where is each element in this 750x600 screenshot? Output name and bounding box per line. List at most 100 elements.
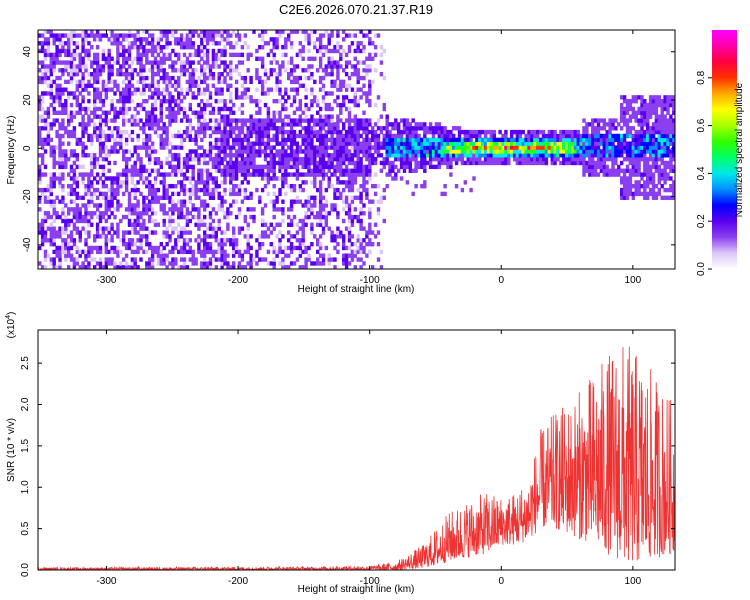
heatmap-cell	[301, 83, 305, 88]
heatmap-cell	[307, 195, 311, 200]
heatmap-cell	[289, 56, 294, 61]
heatmap-cell	[373, 137, 378, 143]
heatmap-cell	[240, 153, 245, 158]
heatmap-cell	[171, 172, 175, 177]
heatmap-cell	[266, 249, 271, 255]
heatmap-cell	[38, 176, 42, 181]
heatmap-cell	[133, 114, 137, 119]
heatmap-cell	[162, 30, 166, 34]
heatmap-cell	[153, 48, 158, 54]
heatmap-cell	[90, 160, 94, 166]
heatmap-cell	[93, 133, 97, 139]
heatmap-cell	[368, 129, 372, 135]
heatmap-cell	[382, 160, 386, 166]
heatmap-cell	[324, 145, 328, 150]
heatmap-cell	[625, 157, 630, 162]
heatmap-cell	[553, 160, 557, 166]
heatmap-cell	[353, 265, 357, 269]
heatmap-cell	[69, 168, 74, 173]
heatmap-cell	[185, 176, 190, 181]
heatmap-cell	[324, 218, 328, 224]
heatmap-cell	[263, 257, 268, 262]
heatmap-cell	[217, 184, 221, 189]
heatmap-cell	[130, 137, 135, 143]
heatmap-cell	[165, 52, 169, 58]
heatmap-cell	[307, 118, 311, 123]
heatmap-cell	[538, 149, 543, 154]
heatmap-cell	[46, 37, 51, 42]
heatmap-cell	[365, 33, 369, 38]
heatmap-cell	[388, 172, 392, 177]
heatmap-cell	[61, 164, 65, 170]
heatmap-cell	[124, 149, 129, 154]
heatmap-cell	[411, 126, 415, 131]
heatmap-cell	[637, 157, 641, 162]
heatmap-cell	[646, 106, 650, 112]
heatmap-cell	[67, 79, 71, 85]
heatmap-cell	[136, 218, 140, 224]
heatmap-cell	[205, 261, 210, 266]
heatmap-cell	[156, 126, 161, 131]
heatmap-cell	[646, 191, 650, 197]
heatmap-cell	[281, 218, 285, 224]
heatmap-cell	[654, 160, 659, 166]
heatmap-cell	[168, 195, 172, 200]
heatmap-cell	[376, 33, 381, 38]
heatmap-cell	[362, 122, 366, 127]
heatmap-cell	[515, 141, 520, 146]
heatmap-cell	[87, 48, 91, 54]
heatmap-cell	[544, 153, 549, 158]
heatmap-cell	[648, 172, 653, 177]
heatmap-cell	[58, 95, 62, 100]
heatmap-cell	[336, 102, 340, 108]
heatmap-cell	[107, 214, 111, 220]
heatmap-cell	[205, 265, 210, 269]
heatmap-cell	[368, 242, 372, 247]
heatmap-cell	[205, 234, 210, 239]
heatmap-cell	[133, 207, 137, 212]
heatmap-cell	[226, 87, 230, 92]
heatmap-cell	[379, 168, 384, 173]
heatmap-cell	[255, 187, 259, 193]
heatmap-cell	[622, 172, 627, 177]
heatmap-cell	[194, 187, 198, 193]
heatmap-cell	[339, 137, 343, 143]
heatmap-cell	[220, 60, 224, 65]
heatmap-cell	[596, 122, 601, 127]
heatmap-cell	[654, 141, 659, 146]
heatmap-cell	[246, 145, 250, 150]
heatmap-cell	[646, 172, 650, 177]
heatmap-cell	[243, 137, 247, 143]
heatmap-cell	[104, 245, 108, 251]
heatmap-cell	[359, 30, 363, 34]
heatmap-cell	[153, 106, 158, 112]
heatmap-cell	[72, 238, 77, 243]
heatmap-cell	[194, 141, 198, 146]
heatmap-cell	[321, 168, 326, 173]
heatmap-cell	[622, 99, 627, 104]
heatmap-cell	[272, 203, 276, 208]
heatmap-cell	[69, 230, 74, 235]
heatmap-cell	[188, 176, 192, 181]
heatmap-cell	[182, 45, 187, 50]
heatmap-cell	[72, 114, 77, 119]
heatmap-cell	[420, 160, 424, 166]
heatmap-cell	[533, 137, 537, 143]
heatmap-cell	[46, 91, 51, 96]
heatmap-cell	[174, 245, 178, 251]
heatmap-cell	[49, 68, 53, 73]
heatmap-cell	[362, 211, 366, 216]
heatmap-cell	[116, 52, 120, 58]
heatmap-cell	[356, 214, 360, 220]
heatmap-cell	[168, 149, 172, 154]
heatmap-cell	[249, 234, 253, 239]
heatmap-cell	[342, 48, 346, 54]
heatmap-cell	[168, 64, 172, 69]
heatmap-cell	[359, 87, 363, 92]
heatmap-cell	[139, 126, 143, 131]
heatmap-cell	[252, 99, 256, 104]
heatmap-cell	[150, 126, 155, 131]
heatmap-cell	[304, 172, 308, 177]
heatmap-cell	[142, 106, 146, 112]
heatmap-cell	[318, 199, 323, 204]
